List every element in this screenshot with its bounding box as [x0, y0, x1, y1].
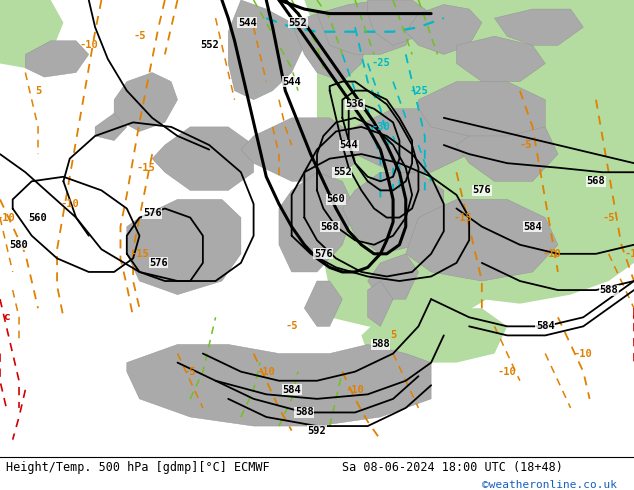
Text: 552: 552 [333, 167, 352, 177]
Polygon shape [95, 113, 127, 141]
Text: -30: -30 [371, 122, 390, 132]
Text: 536: 536 [346, 99, 365, 109]
Text: 588: 588 [371, 340, 390, 349]
Text: 552: 552 [200, 40, 219, 50]
Text: 544: 544 [282, 76, 301, 87]
Text: -10: -10 [542, 249, 561, 259]
Polygon shape [127, 344, 431, 426]
Text: -10: -10 [0, 213, 16, 222]
Text: c: c [3, 312, 10, 322]
Text: c: c [631, 312, 634, 322]
Text: 5: 5 [390, 330, 396, 341]
Text: 576: 576 [149, 258, 168, 268]
Polygon shape [342, 172, 444, 254]
Polygon shape [114, 73, 178, 131]
Polygon shape [304, 281, 342, 326]
Text: -10: -10 [498, 367, 517, 377]
Text: 576: 576 [472, 185, 491, 196]
Text: 5: 5 [35, 86, 41, 96]
Text: -5: -5 [520, 140, 533, 150]
Text: -25: -25 [371, 58, 390, 69]
Text: -5: -5 [285, 321, 298, 331]
Polygon shape [406, 199, 558, 281]
Text: 568: 568 [586, 176, 605, 186]
Text: 576: 576 [314, 249, 333, 259]
Polygon shape [127, 199, 241, 294]
Text: -10: -10 [257, 367, 276, 377]
Polygon shape [456, 36, 545, 81]
Text: 552: 552 [288, 18, 307, 27]
Polygon shape [368, 281, 393, 326]
Polygon shape [361, 308, 507, 363]
Polygon shape [418, 81, 545, 136]
Polygon shape [152, 127, 254, 190]
Text: 544: 544 [238, 18, 257, 27]
Polygon shape [0, 0, 63, 68]
Text: ©weatheronline.co.uk: ©weatheronline.co.uk [482, 480, 617, 490]
Polygon shape [456, 118, 558, 181]
Text: -10: -10 [574, 348, 593, 359]
Text: -25: -25 [409, 86, 428, 96]
Text: -15: -15 [136, 163, 155, 172]
Text: 584: 584 [282, 385, 301, 395]
Polygon shape [279, 172, 355, 272]
Text: -10: -10 [624, 249, 634, 259]
Polygon shape [317, 0, 418, 54]
Polygon shape [342, 109, 469, 172]
Polygon shape [495, 9, 583, 46]
Polygon shape [304, 0, 634, 304]
Text: Height/Temp. 500 hPa [gdmp][°C] ECMWF: Height/Temp. 500 hPa [gdmp][°C] ECMWF [6, 462, 270, 474]
Text: -10: -10 [79, 40, 98, 50]
Polygon shape [25, 41, 89, 77]
Text: 584: 584 [536, 321, 555, 331]
Text: -5: -5 [133, 31, 146, 41]
Text: -5: -5 [602, 213, 615, 222]
Text: -10: -10 [60, 199, 79, 209]
Polygon shape [368, 254, 418, 299]
Text: 588: 588 [295, 408, 314, 417]
Polygon shape [228, 0, 304, 100]
Polygon shape [368, 0, 431, 46]
Text: 568: 568 [320, 221, 339, 232]
Text: Sa 08-06-2024 18:00 UTC (18+48): Sa 08-06-2024 18:00 UTC (18+48) [342, 462, 563, 474]
Text: -15: -15 [453, 213, 472, 222]
Text: 560: 560 [327, 195, 346, 204]
Polygon shape [323, 118, 571, 331]
Text: 560: 560 [29, 213, 48, 222]
Text: 592: 592 [307, 426, 327, 436]
Text: 584: 584 [523, 221, 542, 232]
Text: 576: 576 [143, 208, 162, 218]
Text: -15: -15 [130, 249, 149, 259]
Text: -5: -5 [184, 367, 197, 377]
Polygon shape [292, 9, 368, 81]
Text: 588: 588 [599, 285, 618, 295]
Text: 544: 544 [339, 140, 358, 150]
Text: -10: -10 [346, 385, 365, 395]
Polygon shape [241, 118, 355, 181]
Polygon shape [406, 4, 482, 54]
Text: 580: 580 [10, 240, 29, 250]
